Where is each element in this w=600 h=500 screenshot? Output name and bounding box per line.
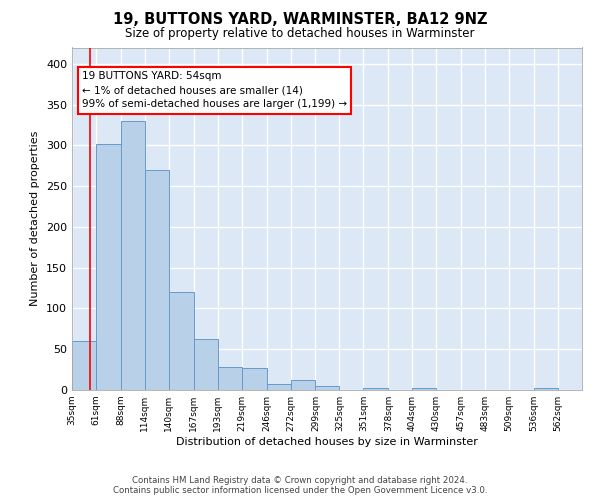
Bar bbox=[72, 341, 96, 390]
Bar bbox=[242, 368, 266, 390]
X-axis label: Distribution of detached houses by size in Warminster: Distribution of detached houses by size … bbox=[176, 437, 478, 447]
Bar bbox=[121, 121, 145, 390]
Bar bbox=[194, 338, 218, 390]
Bar bbox=[290, 380, 316, 390]
Bar bbox=[316, 386, 340, 390]
Bar bbox=[534, 388, 558, 390]
Text: Size of property relative to detached houses in Warminster: Size of property relative to detached ho… bbox=[125, 28, 475, 40]
Bar bbox=[96, 144, 121, 390]
Bar bbox=[266, 384, 290, 390]
Bar bbox=[412, 388, 436, 390]
Bar bbox=[364, 388, 388, 390]
Text: Contains HM Land Registry data © Crown copyright and database right 2024.
Contai: Contains HM Land Registry data © Crown c… bbox=[113, 476, 487, 495]
Y-axis label: Number of detached properties: Number of detached properties bbox=[31, 131, 40, 306]
Bar bbox=[145, 170, 169, 390]
Bar bbox=[169, 292, 194, 390]
Bar bbox=[218, 367, 242, 390]
Text: 19, BUTTONS YARD, WARMINSTER, BA12 9NZ: 19, BUTTONS YARD, WARMINSTER, BA12 9NZ bbox=[113, 12, 487, 28]
Text: 19 BUTTONS YARD: 54sqm
← 1% of detached houses are smaller (14)
99% of semi-deta: 19 BUTTONS YARD: 54sqm ← 1% of detached … bbox=[82, 72, 347, 110]
